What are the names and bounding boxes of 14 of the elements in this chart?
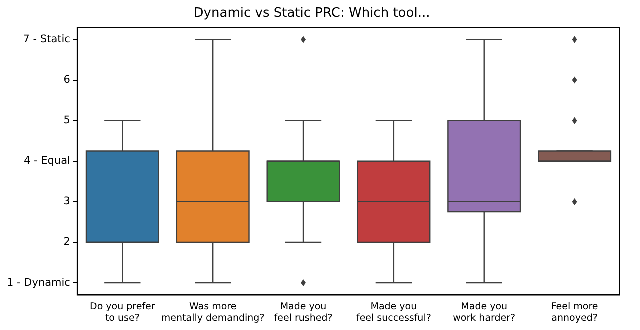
y-tick-label: 7 - Static: [23, 34, 71, 46]
y-tick-label: 5: [64, 114, 70, 127]
x-tick-label: Made you feel successful?: [356, 301, 432, 324]
y-tick-label: 4 - Equal: [24, 155, 70, 168]
x-tick-label: Made you work harder?: [453, 301, 516, 324]
y-tick-label: 1 - Dynamic: [7, 276, 71, 289]
chart-title: Dynamic vs Static PRC: Which tool...: [194, 6, 430, 22]
y-tick-label: 6: [64, 74, 71, 86]
y-tick-label: 3: [64, 196, 70, 208]
x-tick-label: Do you prefer to use?: [90, 301, 156, 324]
x-tick-label: Feel more annoyed?: [551, 301, 598, 324]
y-tick-label: 2: [64, 236, 70, 248]
x-tick-label: Was more mentally demanding?: [161, 301, 265, 324]
x-tick-label: Made you feel rushed?: [274, 301, 333, 324]
